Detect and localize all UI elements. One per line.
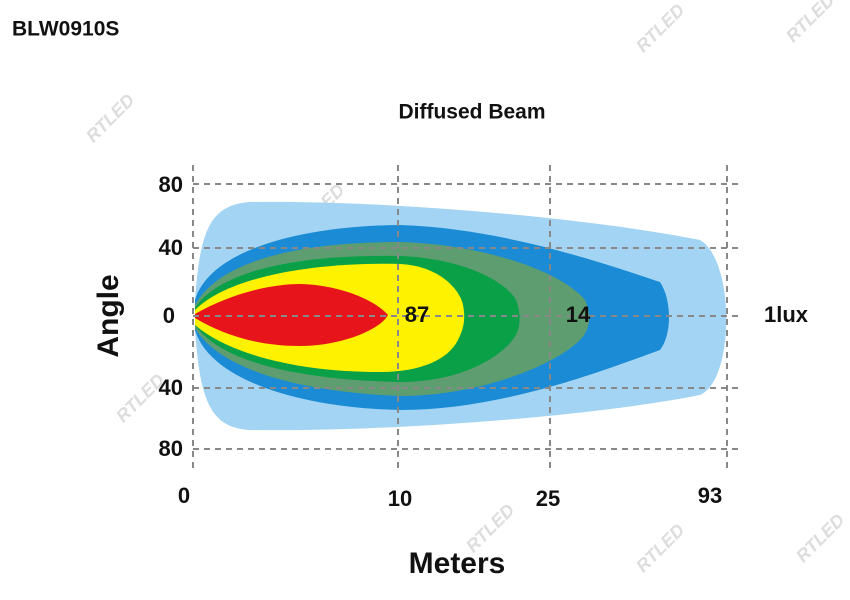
x-tick-label: 0 <box>178 483 190 508</box>
zone-labels: 87 14 1lux <box>405 302 809 327</box>
chart-title: Diffused Beam <box>398 101 545 124</box>
watermark: RTLED <box>632 0 688 56</box>
y-tick-label: 40 <box>159 375 183 400</box>
zone-label: 1lux <box>764 302 809 327</box>
watermark: RTLED <box>632 520 688 576</box>
zone-label: 87 <box>405 302 429 327</box>
x-axis-label: Meters <box>409 547 506 580</box>
zone-label: 14 <box>566 302 591 327</box>
y-tick-label: 40 <box>159 235 183 260</box>
y-tick-label: 80 <box>159 172 183 197</box>
y-tick-label: 0 <box>163 303 175 328</box>
x-ticks: 0 10 25 93 <box>178 483 722 511</box>
y-tick-label: 80 <box>159 436 183 461</box>
y-ticks: 80 40 0 40 80 <box>159 172 183 461</box>
x-tick-label: 25 <box>536 486 560 511</box>
watermark: RTLED <box>792 510 848 566</box>
watermark: RTLED <box>782 0 838 46</box>
x-tick-label: 10 <box>388 486 412 511</box>
zone-red <box>195 284 388 346</box>
x-tick-label: 93 <box>698 483 722 508</box>
product-code: BLW0910S <box>12 18 119 41</box>
watermark: RTLED <box>82 90 138 146</box>
grid <box>192 165 740 470</box>
y-axis-label: Angle <box>92 274 125 357</box>
